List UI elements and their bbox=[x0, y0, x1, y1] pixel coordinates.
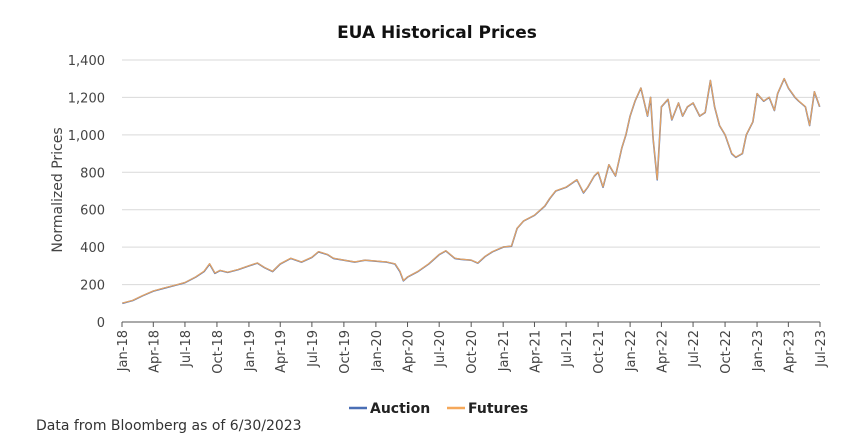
series-line-futures bbox=[122, 77, 821, 304]
series-lines bbox=[122, 77, 821, 305]
x-tick-label: Oct-22 bbox=[719, 330, 734, 374]
x-tick-label: Oct-19 bbox=[338, 330, 353, 374]
y-tick-label: 600 bbox=[80, 204, 105, 219]
x-tick-label: Oct-18 bbox=[211, 330, 226, 374]
x-tick-label: Apr-23 bbox=[782, 330, 797, 373]
legend-label-futures: Futures bbox=[468, 401, 528, 417]
x-tick-label: Apr-18 bbox=[147, 330, 162, 373]
x-tick-label: Apr-22 bbox=[655, 330, 670, 373]
y-tick-label: 200 bbox=[80, 279, 105, 294]
y-tick-label: 1,400 bbox=[68, 54, 105, 69]
y-tick-label: 1,000 bbox=[68, 129, 105, 144]
y-axis-title: Normalized Prices bbox=[50, 127, 66, 252]
x-axis: Jan-18 Apr-18 Jul-18 Oct-18 Jan-19 Apr-19 Jul-… bbox=[116, 321, 829, 374]
x-tick-label: Jul-18 bbox=[179, 330, 194, 368]
x-tick-label: Jan-21 bbox=[497, 330, 512, 372]
x-tick-label: Jan-19 bbox=[243, 330, 258, 372]
x-tick-label: Jul-19 bbox=[306, 330, 321, 368]
legend: Auction Futures bbox=[349, 401, 528, 417]
footnote: Data from Bloomberg as of 6/30/2023 bbox=[36, 418, 302, 434]
legend-label-auction: Auction bbox=[370, 401, 430, 417]
x-tick-label: Jan-18 bbox=[116, 330, 131, 372]
x-tick-label: Apr-21 bbox=[528, 330, 543, 373]
x-tick-label: Oct-20 bbox=[465, 330, 480, 374]
x-tick-label: Oct-21 bbox=[592, 330, 607, 374]
x-tick-label: Jul-21 bbox=[560, 330, 575, 368]
x-tick-label: Jul-22 bbox=[687, 330, 702, 368]
y-tick-label: 400 bbox=[80, 241, 105, 256]
y-tick-label: 1,200 bbox=[68, 91, 105, 106]
chart-title: EUA Historical Prices bbox=[337, 23, 537, 43]
x-tick-label: Jan-22 bbox=[624, 330, 639, 372]
x-tick-label: Apr-19 bbox=[274, 330, 289, 373]
x-tick-label: Jul-20 bbox=[433, 330, 448, 368]
gridlines bbox=[122, 59, 820, 286]
y-tick-label: 0 bbox=[97, 316, 105, 331]
x-tick-label: Jul-23 bbox=[814, 330, 829, 368]
x-tick-label: Jan-20 bbox=[370, 330, 385, 372]
x-tick-label: Jan-23 bbox=[751, 330, 766, 372]
x-tick-label: Apr-20 bbox=[402, 330, 417, 373]
series-line-auction bbox=[122, 77, 821, 305]
y-tick-label: 800 bbox=[80, 166, 105, 181]
y-axis-ticks: 0 200 400 600 800 1,000 1,200 1,400 bbox=[68, 54, 105, 331]
